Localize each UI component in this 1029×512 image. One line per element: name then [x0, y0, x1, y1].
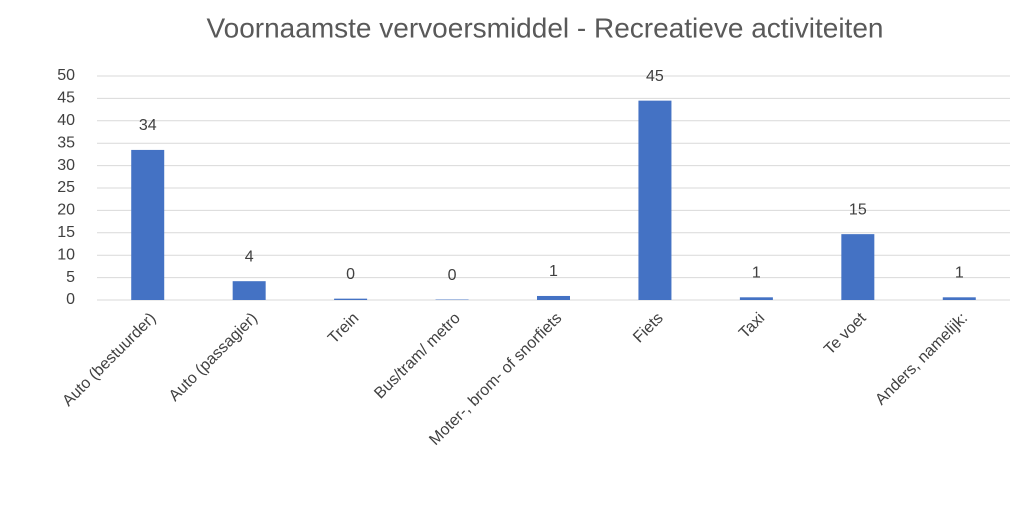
- data-label: 4: [245, 248, 254, 265]
- data-label: 0: [346, 266, 355, 283]
- y-tick-label: 10: [57, 246, 75, 263]
- y-tick-label: 30: [57, 157, 75, 174]
- x-tick-label: Te voet: [821, 309, 870, 358]
- x-tick-label: Bus/tram/ metro: [371, 310, 464, 403]
- bar: [638, 100, 672, 300]
- data-label: 45: [646, 68, 664, 85]
- y-tick-label: 40: [57, 112, 75, 129]
- y-tick-label: 25: [57, 179, 75, 196]
- y-tick-label: 50: [57, 67, 75, 84]
- data-label: 15: [849, 201, 867, 218]
- bar: [739, 297, 773, 300]
- y-tick-label: 15: [57, 224, 75, 241]
- y-tick-label: 0: [66, 291, 75, 308]
- x-tick-label: Trein: [325, 310, 362, 347]
- data-label: 1: [752, 265, 761, 282]
- x-tick-label: Auto (passagier): [166, 310, 261, 405]
- y-tick-label: 45: [57, 90, 75, 107]
- bar: [131, 149, 165, 300]
- x-tick-label: Anders, namelijk:: [872, 310, 971, 409]
- bar: [537, 295, 570, 300]
- bar: [232, 281, 266, 300]
- y-tick-label: 5: [66, 269, 75, 286]
- data-label: 1: [955, 265, 964, 282]
- x-tick-label: Auto (bestuurder): [59, 310, 159, 410]
- x-tick-label: Fiets: [630, 310, 667, 347]
- x-tick-label: Taxi: [736, 310, 768, 342]
- bar: [334, 298, 368, 300]
- data-label: 1: [549, 263, 558, 280]
- y-tick-label: 35: [57, 134, 75, 151]
- bar: [942, 297, 976, 300]
- bar: [841, 234, 875, 300]
- data-label: 0: [448, 267, 457, 284]
- data-label: 34: [139, 117, 157, 134]
- y-tick-label: 20: [57, 202, 75, 219]
- chart-title: Voornaamste vervoersmiddel - Recreatieve…: [207, 12, 884, 43]
